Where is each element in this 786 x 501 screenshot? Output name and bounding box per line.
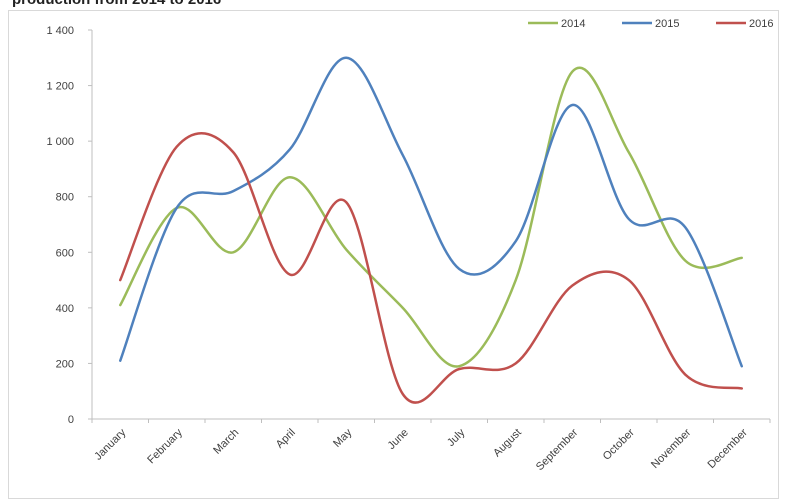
x-tick-label: February (145, 426, 185, 466)
y-tick-label: 0 (68, 414, 74, 426)
y-tick-label: 400 (56, 303, 74, 315)
series-layer (119, 56, 743, 404)
legend-label-2015: 2015 (655, 18, 679, 30)
series-line-2015 (119, 56, 743, 368)
x-tick-label: October (601, 426, 637, 462)
y-tick-label: 1 200 (46, 81, 74, 93)
x-tick-label: July (445, 426, 468, 449)
x-tick-label: September (534, 426, 581, 473)
y-tick-label: 200 (56, 358, 74, 370)
chart-legend: 2014 2015 2016 (528, 18, 773, 30)
x-tick-label: August (491, 427, 524, 460)
x-tick-label: March (211, 427, 241, 457)
legend-label-2014: 2014 (561, 18, 585, 30)
series-line-2014 (119, 66, 743, 368)
x-tick-label: April (274, 427, 298, 451)
chart-caption: production from 2014 to 2016 (12, 0, 221, 8)
y-tick-label: 800 (56, 192, 74, 204)
series-line-2016 (119, 131, 743, 404)
y-tick-label: 600 (56, 247, 74, 259)
y-tick-label: 1 000 (46, 136, 74, 148)
x-tick-label: December (706, 426, 751, 471)
chart-axes: 0 200 400 600 800 1 000 1 200 1 400 January Febru… (46, 25, 771, 473)
chart-frame (8, 10, 779, 499)
x-tick-label: June (386, 427, 411, 452)
x-tick-label: May (331, 426, 355, 450)
x-tick-label: January (92, 426, 129, 463)
legend-label-2016: 2016 (749, 18, 773, 30)
y-tick-label: 1 400 (46, 25, 74, 37)
x-tick-label: November (649, 426, 694, 471)
